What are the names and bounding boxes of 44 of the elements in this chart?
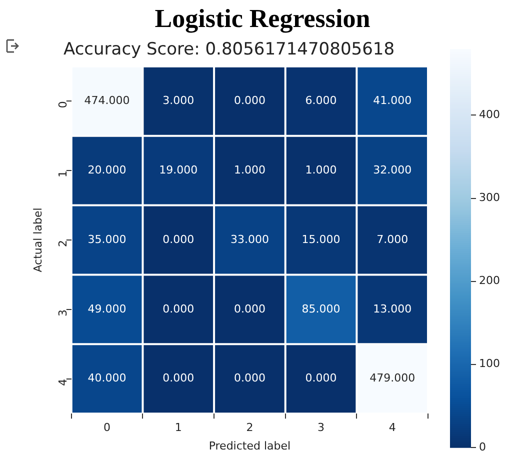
data-label: 0.000: [305, 372, 337, 385]
data-label: 20.000: [88, 163, 126, 176]
y-tick-label: 3: [56, 309, 70, 316]
data-label: 1.000: [305, 163, 337, 176]
color-bar-label: 100: [479, 357, 500, 370]
data-label: 15.000: [302, 232, 340, 246]
data-label: 41.000: [373, 94, 412, 107]
data-label: 0.000: [162, 372, 194, 385]
data-label: 13.000: [373, 302, 412, 316]
y-axis-title: Actual label: [31, 208, 44, 272]
color-bar-label: 200: [479, 274, 500, 288]
chart-subtitle: Accuracy Score: 0.8056171470805618: [63, 40, 395, 60]
data-label: 474.000: [84, 94, 130, 107]
data-label: 0.000: [162, 302, 194, 316]
data-label: 0.000: [162, 232, 194, 246]
color-bar-label: 300: [479, 191, 500, 204]
y-tick-label: 2: [56, 240, 70, 247]
data-label: 0.000: [234, 94, 266, 107]
x-tick-label: 4: [388, 421, 396, 434]
data-label: 0.000: [234, 372, 266, 385]
data-label: 32.000: [373, 163, 412, 176]
data-label: 479.000: [370, 372, 416, 385]
data-label: 33.000: [230, 232, 269, 246]
y-tick-label: 1: [56, 170, 70, 178]
data-label: 3.000: [162, 94, 194, 107]
data-label: 85.000: [302, 302, 340, 316]
data-label: 40.000: [88, 372, 126, 385]
y-tick-label: 4: [56, 378, 70, 386]
x-axis-title: Predicted label: [208, 439, 291, 452]
data-label: 35.000: [88, 232, 126, 246]
data-label: 7.000: [376, 232, 408, 246]
data-label: 49.000: [88, 302, 126, 316]
x-tick-label: 3: [318, 421, 325, 434]
x-tick-label: 0: [104, 421, 111, 434]
data-label: 6.000: [305, 94, 337, 107]
data-label: 19.000: [159, 163, 198, 176]
x-tick-label: 2: [246, 421, 254, 434]
y-tick-label: 0: [56, 101, 70, 108]
data-label: 1.000: [234, 163, 266, 176]
x-tick-label: 1: [174, 421, 182, 434]
data-label: 0.000: [234, 302, 266, 316]
color-bar-label: 0: [479, 440, 486, 454]
color-bar-label: 400: [479, 108, 500, 122]
chart-title: Logistic Regression: [154, 4, 372, 34]
